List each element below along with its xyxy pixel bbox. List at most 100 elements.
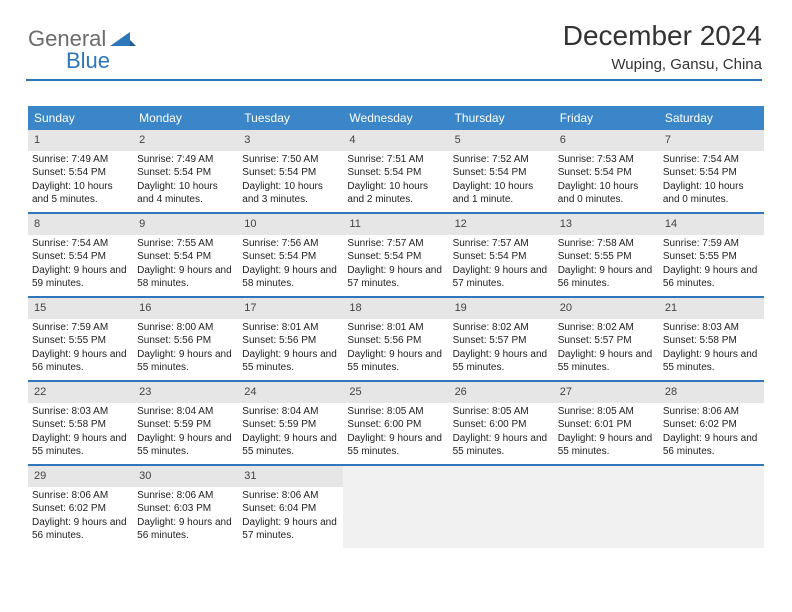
location-text: Wuping, Gansu, China	[26, 56, 762, 81]
day-body: Sunrise: 7:49 AMSunset: 5:54 PMDaylight:…	[133, 153, 238, 207]
day-number: 7	[659, 130, 764, 151]
sunrise-text: Sunrise: 8:02 AM	[453, 321, 550, 335]
day-number: 6	[554, 130, 659, 151]
daylight-text: Daylight: 9 hours and 55 minutes.	[558, 348, 655, 375]
day-body: Sunrise: 7:52 AMSunset: 5:54 PMDaylight:…	[449, 153, 554, 207]
daylight-text: Daylight: 9 hours and 56 minutes.	[32, 348, 129, 375]
day-number: 13	[554, 214, 659, 235]
calendar-week: 15Sunrise: 7:59 AMSunset: 5:55 PMDayligh…	[28, 298, 764, 382]
day-body: Sunrise: 7:57 AMSunset: 5:54 PMDaylight:…	[343, 237, 448, 291]
calendar-cell-empty	[659, 466, 764, 548]
day-header: Tuesday	[238, 106, 343, 130]
sunrise-text: Sunrise: 7:50 AM	[242, 153, 339, 167]
calendar-cell: 2Sunrise: 7:49 AMSunset: 5:54 PMDaylight…	[133, 130, 238, 212]
sunset-text: Sunset: 5:54 PM	[242, 250, 339, 264]
sunset-text: Sunset: 6:02 PM	[32, 502, 129, 516]
calendar-cell: 1Sunrise: 7:49 AMSunset: 5:54 PMDaylight…	[28, 130, 133, 212]
day-body: Sunrise: 7:59 AMSunset: 5:55 PMDaylight:…	[659, 237, 764, 291]
sunset-text: Sunset: 5:58 PM	[663, 334, 760, 348]
day-body: Sunrise: 7:49 AMSunset: 5:54 PMDaylight:…	[28, 153, 133, 207]
sunrise-text: Sunrise: 7:59 AM	[663, 237, 760, 251]
day-number: 2	[133, 130, 238, 151]
sunrise-text: Sunrise: 8:02 AM	[558, 321, 655, 335]
day-body: Sunrise: 8:03 AMSunset: 5:58 PMDaylight:…	[659, 321, 764, 375]
calendar-cell: 13Sunrise: 7:58 AMSunset: 5:55 PMDayligh…	[554, 214, 659, 296]
sunset-text: Sunset: 6:04 PM	[242, 502, 339, 516]
calendar-cell-empty	[343, 466, 448, 548]
sunset-text: Sunset: 6:02 PM	[663, 418, 760, 432]
sunrise-text: Sunrise: 8:04 AM	[242, 405, 339, 419]
calendar-cell: 30Sunrise: 8:06 AMSunset: 6:03 PMDayligh…	[133, 466, 238, 548]
sunset-text: Sunset: 6:00 PM	[347, 418, 444, 432]
sunrise-text: Sunrise: 8:05 AM	[453, 405, 550, 419]
day-number: 11	[343, 214, 448, 235]
calendar-cell: 10Sunrise: 7:56 AMSunset: 5:54 PMDayligh…	[238, 214, 343, 296]
day-number: 15	[28, 298, 133, 319]
day-number: 14	[659, 214, 764, 235]
daylight-text: Daylight: 10 hours and 1 minute.	[453, 180, 550, 207]
day-number: 20	[554, 298, 659, 319]
sunrise-text: Sunrise: 7:57 AM	[453, 237, 550, 251]
calendar-cell: 18Sunrise: 8:01 AMSunset: 5:56 PMDayligh…	[343, 298, 448, 380]
sunset-text: Sunset: 5:54 PM	[347, 250, 444, 264]
sunrise-text: Sunrise: 7:58 AM	[558, 237, 655, 251]
daylight-text: Daylight: 9 hours and 55 minutes.	[453, 432, 550, 459]
sunset-text: Sunset: 5:54 PM	[242, 166, 339, 180]
sunrise-text: Sunrise: 7:55 AM	[137, 237, 234, 251]
sunset-text: Sunset: 5:59 PM	[137, 418, 234, 432]
day-body: Sunrise: 8:01 AMSunset: 5:56 PMDaylight:…	[238, 321, 343, 375]
daylight-text: Daylight: 9 hours and 58 minutes.	[242, 264, 339, 291]
daylight-text: Daylight: 9 hours and 55 minutes.	[347, 348, 444, 375]
calendar-cell: 17Sunrise: 8:01 AMSunset: 5:56 PMDayligh…	[238, 298, 343, 380]
calendar-cell: 27Sunrise: 8:05 AMSunset: 6:01 PMDayligh…	[554, 382, 659, 464]
calendar-week: 1Sunrise: 7:49 AMSunset: 5:54 PMDaylight…	[28, 130, 764, 214]
day-body: Sunrise: 8:06 AMSunset: 6:02 PMDaylight:…	[28, 489, 133, 543]
day-number: 18	[343, 298, 448, 319]
day-body: Sunrise: 7:55 AMSunset: 5:54 PMDaylight:…	[133, 237, 238, 291]
calendar-cell: 28Sunrise: 8:06 AMSunset: 6:02 PMDayligh…	[659, 382, 764, 464]
day-number: 26	[449, 382, 554, 403]
calendar-cell: 24Sunrise: 8:04 AMSunset: 5:59 PMDayligh…	[238, 382, 343, 464]
daylight-text: Daylight: 10 hours and 5 minutes.	[32, 180, 129, 207]
day-number: 28	[659, 382, 764, 403]
calendar-cell: 11Sunrise: 7:57 AMSunset: 5:54 PMDayligh…	[343, 214, 448, 296]
daylight-text: Daylight: 9 hours and 57 minutes.	[347, 264, 444, 291]
day-body: Sunrise: 8:06 AMSunset: 6:03 PMDaylight:…	[133, 489, 238, 543]
daylight-text: Daylight: 9 hours and 55 minutes.	[242, 432, 339, 459]
sunrise-text: Sunrise: 7:59 AM	[32, 321, 129, 335]
calendar-cell: 14Sunrise: 7:59 AMSunset: 5:55 PMDayligh…	[659, 214, 764, 296]
calendar-cell: 15Sunrise: 7:59 AMSunset: 5:55 PMDayligh…	[28, 298, 133, 380]
sunset-text: Sunset: 5:56 PM	[137, 334, 234, 348]
day-header: Sunday	[28, 106, 133, 130]
sunset-text: Sunset: 5:58 PM	[32, 418, 129, 432]
day-body: Sunrise: 8:04 AMSunset: 5:59 PMDaylight:…	[133, 405, 238, 459]
day-number: 30	[133, 466, 238, 487]
sunset-text: Sunset: 5:57 PM	[558, 334, 655, 348]
sunrise-text: Sunrise: 8:05 AM	[347, 405, 444, 419]
daylight-text: Daylight: 9 hours and 55 minutes.	[347, 432, 444, 459]
daylight-text: Daylight: 9 hours and 55 minutes.	[663, 348, 760, 375]
day-of-week-row: SundayMondayTuesdayWednesdayThursdayFrid…	[28, 106, 764, 130]
day-number: 27	[554, 382, 659, 403]
calendar-week: 22Sunrise: 8:03 AMSunset: 5:58 PMDayligh…	[28, 382, 764, 466]
sunset-text: Sunset: 5:55 PM	[663, 250, 760, 264]
sunrise-text: Sunrise: 8:01 AM	[347, 321, 444, 335]
calendar-cell-empty	[449, 466, 554, 548]
day-header: Thursday	[449, 106, 554, 130]
calendar-cell: 12Sunrise: 7:57 AMSunset: 5:54 PMDayligh…	[449, 214, 554, 296]
daylight-text: Daylight: 10 hours and 2 minutes.	[347, 180, 444, 207]
daylight-text: Daylight: 9 hours and 55 minutes.	[242, 348, 339, 375]
day-number: 29	[28, 466, 133, 487]
day-body: Sunrise: 8:05 AMSunset: 6:01 PMDaylight:…	[554, 405, 659, 459]
sunset-text: Sunset: 5:59 PM	[242, 418, 339, 432]
sunrise-text: Sunrise: 7:49 AM	[137, 153, 234, 167]
sunrise-text: Sunrise: 7:57 AM	[347, 237, 444, 251]
daylight-text: Daylight: 9 hours and 57 minutes.	[242, 516, 339, 543]
day-header: Friday	[554, 106, 659, 130]
sunset-text: Sunset: 6:03 PM	[137, 502, 234, 516]
sunrise-text: Sunrise: 8:03 AM	[32, 405, 129, 419]
daylight-text: Daylight: 10 hours and 3 minutes.	[242, 180, 339, 207]
sunrise-text: Sunrise: 7:54 AM	[32, 237, 129, 251]
sunset-text: Sunset: 5:56 PM	[242, 334, 339, 348]
sunset-text: Sunset: 5:54 PM	[558, 166, 655, 180]
